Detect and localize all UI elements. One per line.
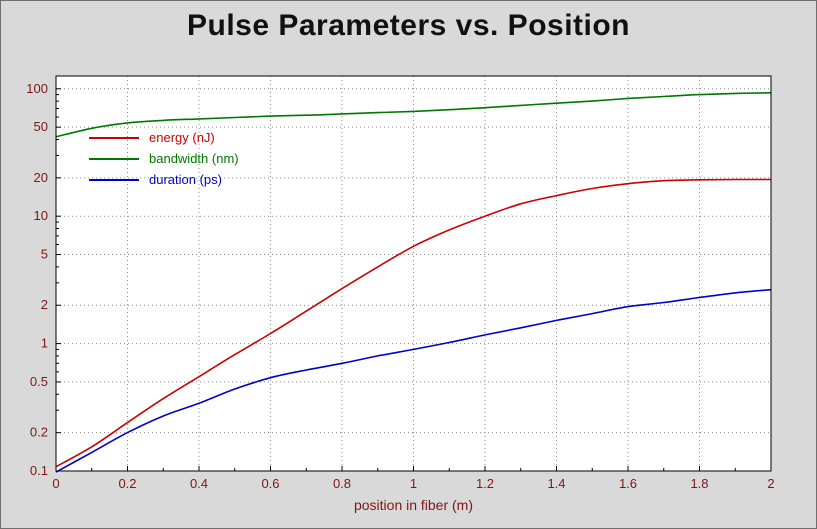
- svg-text:20: 20: [34, 170, 48, 185]
- svg-text:1: 1: [410, 476, 417, 491]
- legend-line-sample: [89, 178, 139, 181]
- series-line: [55, 178, 771, 468]
- legend-item: bandwidth (nm): [89, 148, 239, 169]
- svg-text:0.1: 0.1: [30, 463, 48, 478]
- svg-text:0.6: 0.6: [261, 476, 279, 491]
- legend-line-sample: [89, 157, 139, 160]
- svg-text:50: 50: [34, 119, 48, 134]
- svg-text:10: 10: [34, 208, 48, 223]
- legend: energy (nJ) bandwidth (nm) duration (ps): [89, 127, 239, 190]
- svg-text:1.2: 1.2: [476, 476, 494, 491]
- legend-item: duration (ps): [89, 169, 239, 190]
- legend-label: duration (ps): [149, 172, 222, 187]
- svg-text:0.2: 0.2: [30, 425, 48, 440]
- svg-text:1.6: 1.6: [619, 476, 637, 491]
- legend-label: energy (nJ): [149, 130, 215, 145]
- svg-text:0.4: 0.4: [190, 476, 208, 491]
- series-line: [55, 288, 772, 473]
- chart-title: Pulse Parameters vs. Position: [186, 9, 631, 42]
- x-tick-labels: 0 0.2 0.4 0.6 0.8 1 1.2 1.4 1.6 1.8 2: [52, 476, 774, 491]
- svg-text:2: 2: [41, 297, 48, 312]
- svg-text:0.2: 0.2: [118, 476, 136, 491]
- svg-text:0.5: 0.5: [30, 374, 48, 389]
- svg-text:1: 1: [41, 336, 48, 351]
- svg-text:0: 0: [52, 476, 59, 491]
- tick-marks: [55, 88, 772, 472]
- series-line: [55, 92, 772, 138]
- legend-label: bandwidth (nm): [149, 151, 239, 166]
- legend-line-sample: [89, 136, 139, 139]
- svg-text:0.8: 0.8: [333, 476, 351, 491]
- y-tick-labels: 0.1 0.2 0.5 1 2 5 10 20 50 100: [26, 81, 48, 478]
- legend-item: energy (nJ): [89, 127, 239, 148]
- svg-text:100: 100: [26, 81, 48, 96]
- x-axis-title: position in fiber (m): [353, 497, 474, 513]
- series-curves: [55, 92, 772, 473]
- svg-text:1.4: 1.4: [547, 476, 565, 491]
- svg-text:5: 5: [41, 247, 48, 262]
- svg-text:1.8: 1.8: [690, 476, 708, 491]
- svg-text:2: 2: [767, 476, 774, 491]
